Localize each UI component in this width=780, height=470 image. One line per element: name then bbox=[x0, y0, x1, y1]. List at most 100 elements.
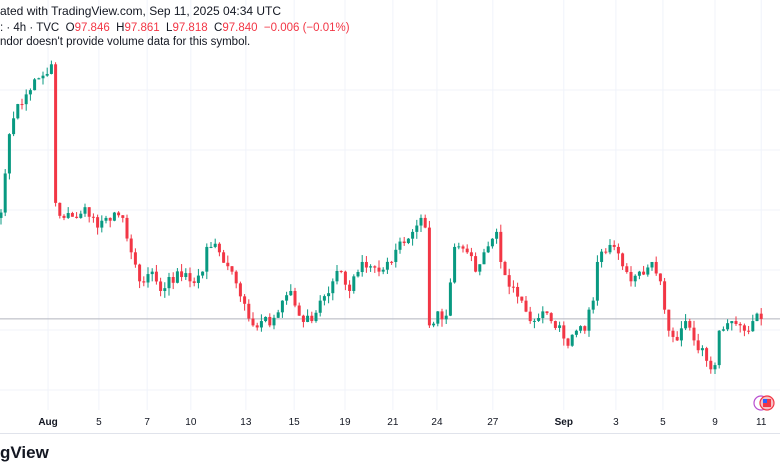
candle-down bbox=[230, 266, 234, 272]
candle-down bbox=[759, 313, 763, 319]
candle-down bbox=[180, 271, 184, 278]
candle-up bbox=[532, 320, 536, 322]
candle-up bbox=[112, 212, 116, 221]
candle-down bbox=[87, 207, 91, 217]
x-tick-label: 7 bbox=[144, 417, 150, 428]
candle-up bbox=[3, 173, 7, 213]
candle-down bbox=[658, 273, 662, 282]
candle-up bbox=[150, 271, 154, 275]
candle-up bbox=[209, 246, 213, 248]
candle-up bbox=[444, 315, 448, 320]
candle-down bbox=[339, 270, 343, 272]
candle-up bbox=[419, 217, 423, 226]
candle-down bbox=[528, 311, 532, 322]
candle-up bbox=[369, 266, 373, 268]
candle-down bbox=[562, 325, 566, 339]
open-label: O bbox=[65, 22, 75, 34]
candle-down bbox=[667, 309, 671, 331]
candle-up bbox=[7, 134, 11, 174]
x-tick-label: 9 bbox=[712, 417, 718, 428]
x-tick-label: 27 bbox=[487, 417, 499, 428]
candle-down bbox=[310, 315, 314, 322]
candle-up bbox=[175, 271, 179, 283]
candle-down bbox=[747, 330, 751, 332]
candle-up bbox=[264, 316, 268, 322]
candle-down bbox=[612, 244, 616, 247]
high-value: 97.861 bbox=[124, 22, 160, 34]
candle-up bbox=[721, 329, 725, 331]
candle-up bbox=[579, 326, 583, 331]
candle-down bbox=[243, 296, 247, 304]
candle-up bbox=[331, 281, 335, 294]
candle-down bbox=[91, 216, 95, 218]
candle-up bbox=[595, 261, 599, 301]
candle-up bbox=[314, 312, 318, 322]
candle-up bbox=[448, 282, 452, 316]
candle-down bbox=[297, 305, 301, 316]
price-chart[interactable]: Aug 5 7 10 13 15 19 21 24 27 Sep 3 5 9 11 bbox=[0, 0, 780, 434]
candle-up bbox=[83, 207, 87, 214]
candle-up bbox=[406, 238, 410, 244]
candle-down bbox=[465, 248, 469, 253]
x-tick-label: Aug bbox=[38, 417, 57, 428]
candle-down bbox=[238, 283, 242, 297]
candle-down bbox=[268, 316, 272, 326]
candle-down bbox=[671, 330, 675, 337]
candle-down bbox=[343, 271, 347, 285]
candle-up bbox=[650, 261, 654, 268]
candle-up bbox=[12, 118, 16, 135]
candle-down bbox=[675, 336, 679, 341]
candle-up bbox=[755, 313, 759, 322]
candle-up bbox=[205, 246, 209, 272]
x-tick-label: 24 bbox=[431, 417, 443, 428]
candle-up bbox=[37, 78, 41, 80]
x-tick-label: 15 bbox=[289, 417, 301, 428]
x-tick-label: 19 bbox=[339, 417, 351, 428]
symbol-info: : · 4h · TVC bbox=[0, 22, 60, 34]
candle-down bbox=[138, 264, 142, 282]
candle-down bbox=[705, 348, 709, 361]
candle-up bbox=[41, 75, 45, 79]
close-label: C bbox=[214, 22, 223, 34]
candles bbox=[0, 60, 763, 375]
x-tick-label: 13 bbox=[240, 417, 252, 428]
candle-down bbox=[247, 303, 251, 319]
candle-up bbox=[633, 275, 637, 282]
open-value: 97.846 bbox=[74, 22, 110, 34]
candle-down bbox=[566, 338, 570, 346]
candle-up bbox=[163, 288, 167, 291]
candle-up bbox=[356, 272, 360, 277]
candle-up bbox=[646, 267, 650, 275]
candle-down bbox=[616, 246, 620, 254]
candle-up bbox=[394, 249, 398, 262]
candle-up bbox=[608, 244, 612, 253]
candle-up bbox=[381, 269, 385, 272]
low-label: L bbox=[166, 22, 173, 34]
candle-down bbox=[738, 323, 742, 326]
candle-up bbox=[201, 271, 205, 276]
candle-down bbox=[734, 321, 738, 324]
candle-down bbox=[507, 275, 511, 287]
candle-down bbox=[62, 215, 66, 218]
candle-down bbox=[58, 202, 62, 216]
candle-down bbox=[621, 253, 625, 267]
candle-down bbox=[154, 271, 158, 282]
candle-down bbox=[696, 340, 700, 351]
us-flag-event-icon[interactable] bbox=[753, 395, 775, 411]
candle-up bbox=[335, 270, 339, 282]
volume-note: ndor doesn't provide volume data for thi… bbox=[0, 36, 251, 48]
candle-up bbox=[100, 220, 104, 228]
candle-down bbox=[545, 311, 549, 314]
candle-down bbox=[142, 281, 146, 283]
candle-up bbox=[28, 90, 32, 95]
candle-down bbox=[20, 104, 24, 106]
candle-down bbox=[373, 266, 377, 268]
candle-down bbox=[516, 286, 520, 297]
candle-down bbox=[642, 271, 646, 275]
candle-up bbox=[306, 315, 310, 322]
candle-up bbox=[327, 293, 331, 297]
candle-down bbox=[688, 321, 692, 328]
candle-up bbox=[385, 261, 389, 270]
candle-up bbox=[482, 252, 486, 265]
candle-up bbox=[684, 321, 688, 329]
